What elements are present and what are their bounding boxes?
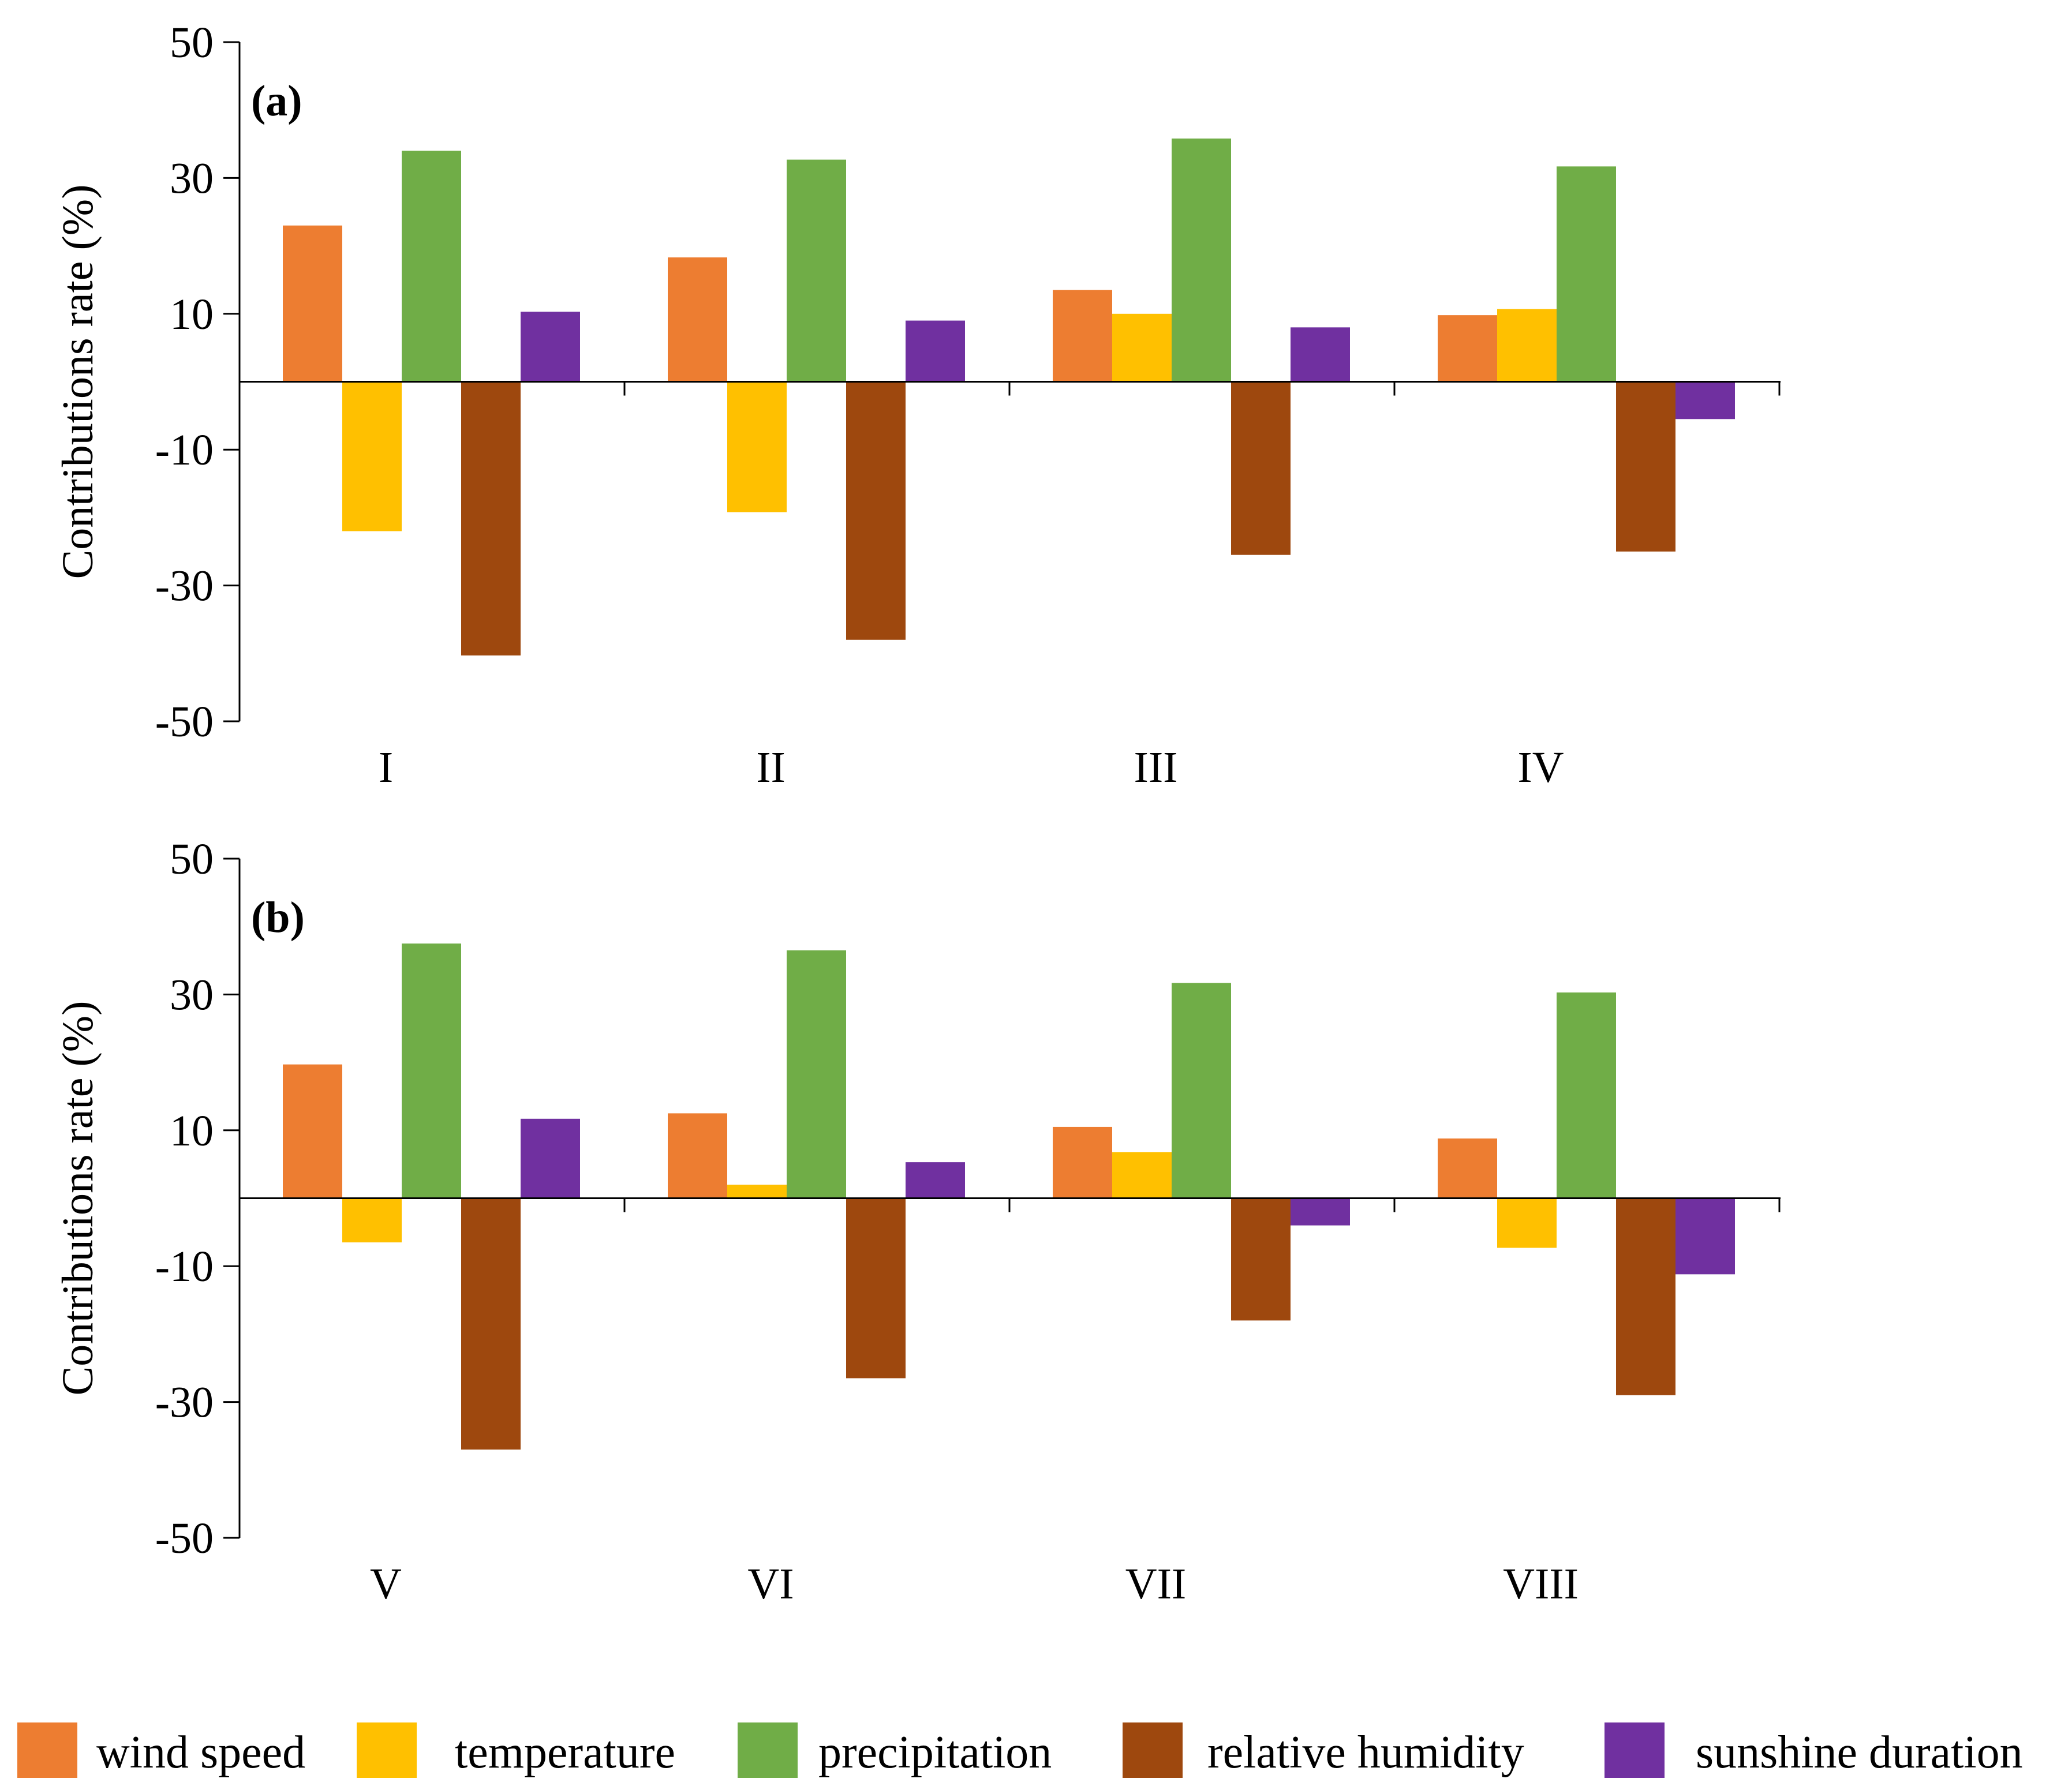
category-label-ii: II [756, 743, 786, 792]
bar-wind-speed-vi [668, 1113, 727, 1199]
y-axis-title: Contributions rate (%) [54, 1001, 102, 1396]
legend-swatch-sunshine-duration [1605, 1722, 1665, 1778]
bar-precipitation-ii [787, 159, 846, 382]
panel-label: (b) [251, 893, 305, 942]
bar-wind-speed-vii [1053, 1126, 1112, 1199]
y-tick-label: -30 [155, 1379, 214, 1427]
y-axis-title: Contributions rate (%) [54, 185, 102, 579]
legend-swatch-precipitation [738, 1722, 798, 1778]
bar-wind-speed-v [283, 1064, 342, 1199]
bar-precipitation-vi [787, 950, 846, 1199]
bar-temperature-iii [1112, 313, 1172, 382]
y-tick-label: -50 [155, 1514, 214, 1563]
bar-wind-speed-iv [1438, 315, 1497, 382]
y-tick-label: 30 [170, 154, 214, 203]
bar-sunshine-duration-iv [1675, 381, 1735, 420]
legend-swatch-wind-speed [17, 1722, 77, 1778]
category-label-vii: VII [1125, 1560, 1187, 1608]
legend: wind speed temperature precipitation relati… [17, 1722, 2023, 1778]
bar-wind-speed-ii [668, 257, 727, 382]
bar-sunshine-duration-viii [1675, 1198, 1735, 1275]
bar-relative-humidity-v [461, 1198, 521, 1450]
panel-label: (a) [251, 77, 302, 125]
bar-wind-speed-i [283, 225, 342, 382]
category-label-vi: VI [747, 1560, 794, 1608]
category-label-viii: VIII [1503, 1560, 1579, 1608]
y-tick-label: -10 [155, 1242, 214, 1291]
y-tick-label: 50 [170, 18, 214, 67]
bar-temperature-viii [1497, 1198, 1557, 1248]
bar-sunshine-duration-ii [906, 320, 965, 382]
bar-precipitation-iii [1172, 138, 1231, 382]
y-tick-label: -50 [155, 698, 214, 746]
bar-temperature-i [342, 381, 402, 531]
bar-sunshine-duration-vi [906, 1162, 965, 1199]
panel-b-chart: 50 30 10 -10 -30 -50 Contributions rate (%) (b)… [54, 835, 1781, 1608]
bar-relative-humidity-vii [1231, 1198, 1291, 1321]
bar-relative-humidity-vi [846, 1198, 906, 1379]
y-tick-label: 30 [170, 971, 214, 1019]
bar-sunshine-duration-iii [1291, 327, 1350, 382]
legend-swatch-relative-humidity [1123, 1722, 1183, 1778]
legend-swatch-temperature [357, 1722, 417, 1778]
bar-relative-humidity-iv [1616, 381, 1675, 552]
legend-label-temperature: temperature [455, 1727, 675, 1778]
y-tick-label: 50 [170, 835, 214, 883]
legend-label-wind-speed: wind speed [96, 1727, 305, 1778]
category-label-v: V [370, 1560, 402, 1608]
bar-relative-humidity-viii [1616, 1198, 1675, 1395]
bar-precipitation-viii [1557, 992, 1616, 1199]
bar-sunshine-duration-i [521, 312, 580, 382]
bar-relative-humidity-iii [1231, 381, 1291, 555]
bar-temperature-v [342, 1198, 402, 1243]
bar-relative-humidity-i [461, 381, 521, 656]
bar-temperature-ii [727, 381, 787, 512]
bar-temperature-vi [727, 1184, 787, 1199]
y-tick-label: -30 [155, 562, 214, 611]
legend-label-sunshine-duration: sunshine duration [1696, 1727, 2023, 1778]
panel-a-chart: 50 30 10 -10 -30 -50 Contributions rate (%) (a)… [54, 18, 1781, 792]
bar-precipitation-i [402, 151, 461, 382]
category-label-iv: IV [1517, 743, 1564, 792]
bar-precipitation-v [402, 943, 461, 1199]
bar-precipitation-vii [1172, 983, 1231, 1199]
legend-label-precipitation: precipitation [818, 1727, 1052, 1778]
bar-temperature-vii [1112, 1152, 1172, 1199]
y-tick-label: 10 [170, 290, 214, 339]
category-label-i: I [379, 743, 393, 792]
category-label-iii: III [1134, 743, 1178, 792]
y-tick-label: -10 [155, 426, 214, 474]
y-tick-label: 10 [170, 1107, 214, 1155]
bar-wind-speed-iii [1053, 290, 1112, 382]
bar-sunshine-duration-v [521, 1118, 580, 1199]
bar-wind-speed-viii [1438, 1138, 1497, 1199]
bar-relative-humidity-ii [846, 381, 906, 640]
bar-temperature-iv [1497, 309, 1557, 382]
bar-precipitation-iv [1557, 166, 1616, 382]
legend-label-relative-humidity: relative humidity [1207, 1727, 1524, 1778]
bar-sunshine-duration-vii [1291, 1198, 1350, 1226]
